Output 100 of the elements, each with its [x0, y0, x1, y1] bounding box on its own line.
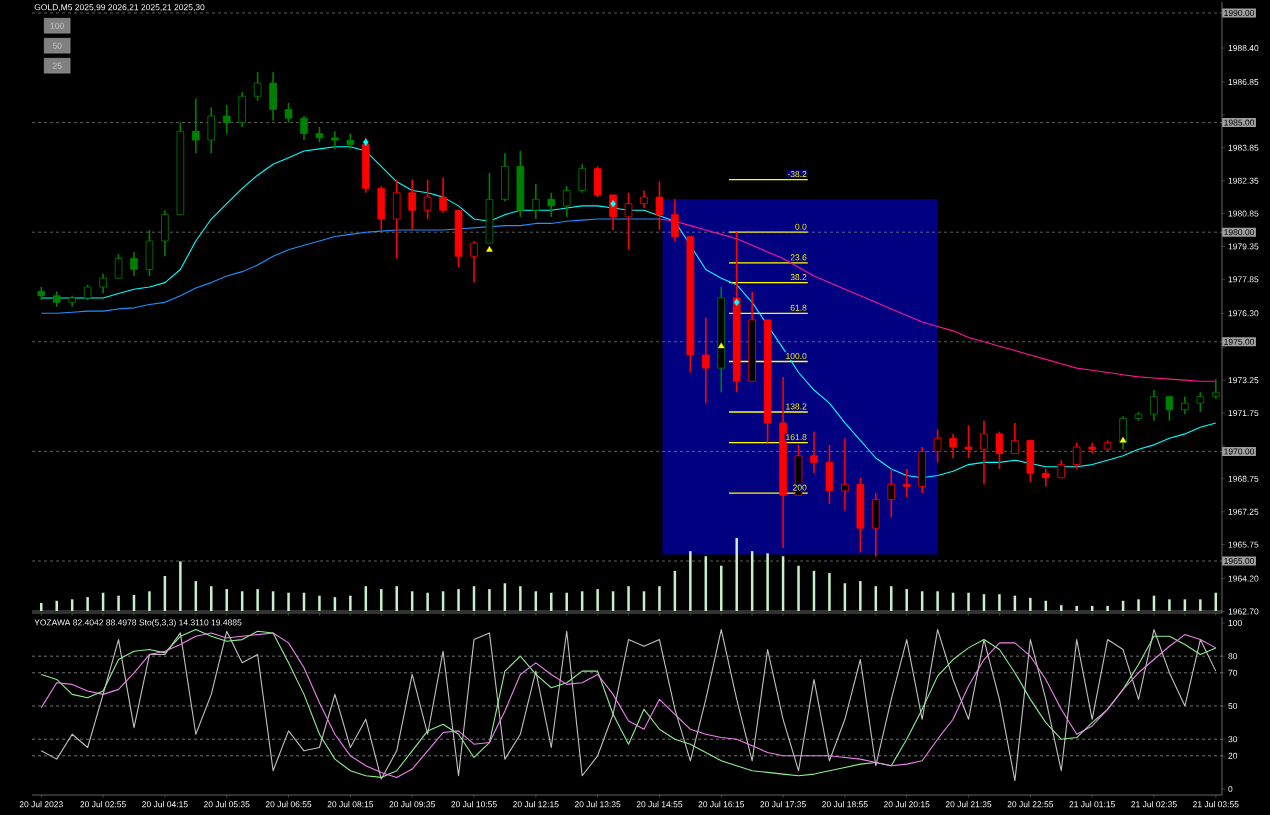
bar	[859, 581, 862, 611]
candlestick	[222, 104, 231, 135]
x-tick-label: 20 Jul 10:55	[451, 801, 497, 808]
y-tick-label: 1965.75	[1228, 541, 1259, 548]
candlestick	[1165, 395, 1174, 422]
bar	[117, 595, 120, 611]
bar	[735, 538, 738, 611]
candlestick	[532, 183, 540, 220]
candlestick	[964, 424, 973, 459]
y-tick-label: 1986.85	[1228, 79, 1259, 86]
bar	[998, 594, 1001, 611]
bar	[967, 592, 970, 611]
ref-line-label: 1975.00	[1224, 338, 1255, 345]
bar	[550, 592, 553, 611]
x-tick-label: 20 Jul 09:35	[389, 801, 435, 808]
y-tick-label: 1968.75	[1228, 475, 1259, 482]
bar	[488, 589, 491, 611]
annotation: 100.0	[786, 353, 807, 360]
ref-line-label: 1970.00	[1224, 448, 1255, 455]
ref-line-label: 1985.00	[1224, 119, 1255, 126]
point	[1119, 436, 1127, 443]
candlestick	[1042, 468, 1050, 488]
bar	[395, 586, 398, 611]
bar	[210, 586, 213, 611]
candlestick	[547, 191, 556, 218]
candlestick	[624, 191, 633, 251]
x-tick-label: 21 Jul 01:15	[1069, 801, 1115, 808]
bar	[40, 602, 43, 611]
bar	[1199, 599, 1202, 611]
bar	[519, 586, 522, 611]
y-tick-label: 1971.75	[1228, 410, 1259, 417]
candlestick	[439, 176, 447, 214]
y-tick-label: 50	[1228, 703, 1238, 709]
x-tick-label: 21 Jul 03:55	[1193, 801, 1239, 808]
bar	[179, 561, 182, 611]
candlestick	[1211, 378, 1220, 400]
candlestick	[1196, 391, 1205, 413]
annotation: 38.2	[790, 274, 807, 281]
y-tick-label: 1982.35	[1228, 177, 1259, 184]
bar	[797, 565, 800, 611]
annotation: 61.8	[790, 304, 807, 311]
annotation: 50	[52, 42, 62, 49]
candlestick	[980, 419, 988, 486]
x-tick-label: 20 Jul 06:55	[265, 801, 312, 808]
x-tick-label: 20 Jul 04:15	[142, 801, 188, 808]
candlestick	[331, 130, 339, 150]
bar	[318, 595, 321, 611]
bar	[287, 592, 290, 611]
x-tick-label: 20 Jul 16:15	[698, 801, 745, 808]
candlestick	[300, 115, 308, 141]
y-tick-label: 1976.30	[1228, 310, 1259, 317]
bar	[426, 592, 429, 611]
candlestick	[995, 430, 1004, 470]
candlestick	[1150, 389, 1158, 422]
y-tick-label: 1983.85	[1228, 144, 1259, 151]
annotation: 200	[793, 484, 807, 491]
x-tick-label: 20 Jul 21:35	[945, 801, 992, 808]
bar	[565, 592, 568, 611]
candlestick	[192, 97, 200, 155]
y-tick-label: 1962.70	[1228, 608, 1259, 615]
bar	[890, 586, 893, 611]
y-tick-label: 1979.35	[1228, 243, 1259, 250]
bar	[1137, 599, 1140, 611]
x-tick-label: 20 Jul 13:35	[574, 801, 621, 808]
y-tick-label: 1973.25	[1228, 377, 1259, 384]
x-tick-label: 20 Jul 18:55	[822, 801, 868, 808]
candlestick	[114, 253, 123, 280]
y-tick-label: 1964.20	[1228, 575, 1259, 582]
chart-title: YOZAWA 82.4042 88.4978 Sto(5,3,3) 14.3110 19.4885	[34, 619, 242, 628]
candlestick	[1011, 422, 1019, 455]
y-tick-label: 80	[1228, 653, 1238, 660]
y-tick-label: 0	[1228, 786, 1233, 793]
annotation: 25	[52, 62, 62, 69]
candlestick	[408, 178, 416, 231]
bar	[1168, 599, 1171, 611]
candlestick	[423, 178, 432, 220]
bar	[1106, 605, 1109, 611]
ref-line-label: 1980.00	[1224, 229, 1255, 236]
candlestick	[130, 251, 138, 277]
candlestick	[1072, 441, 1081, 470]
point	[733, 298, 740, 307]
x-tick-label: 20 Jul 14:55	[636, 801, 683, 808]
y-tick-label: 70	[1228, 669, 1238, 676]
bar	[380, 589, 383, 611]
candlestick	[671, 198, 679, 242]
bar	[689, 551, 692, 611]
x-tick-label: 20 Jul 08:15	[327, 801, 374, 808]
annotation: -38.2	[787, 171, 807, 178]
x-tick-label: 20 Jul 02:55	[80, 801, 126, 808]
ref-line-label: 1965.00	[1224, 558, 1255, 565]
x-tick-label: 20 Jul 20:15	[883, 801, 930, 808]
candlestick	[562, 185, 571, 218]
y-tick-label: 1967.25	[1228, 508, 1259, 515]
bar	[1029, 597, 1032, 611]
point	[362, 138, 369, 147]
chart-title: GOLD,M5 2025,99 2026,21 2025,21 2025,30	[34, 4, 205, 12]
bar	[658, 586, 661, 611]
bar	[225, 589, 228, 611]
point	[718, 342, 725, 349]
annotation: 161.8	[786, 434, 807, 441]
